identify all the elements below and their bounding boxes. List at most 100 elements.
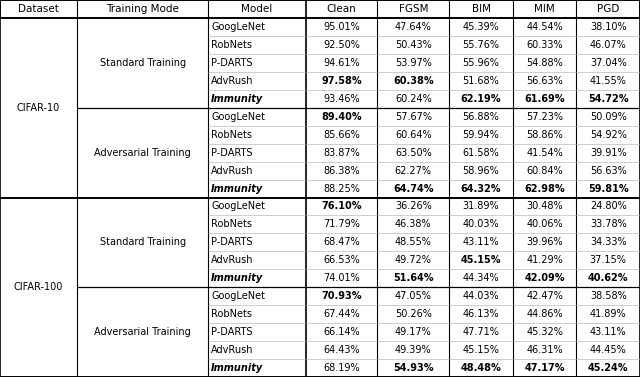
Text: 60.38%: 60.38% bbox=[393, 76, 434, 86]
Text: 40.06%: 40.06% bbox=[526, 219, 563, 230]
Text: AdvRush: AdvRush bbox=[211, 76, 253, 86]
Text: 86.38%: 86.38% bbox=[323, 166, 360, 176]
Text: 41.55%: 41.55% bbox=[590, 76, 627, 86]
Text: 51.64%: 51.64% bbox=[393, 273, 433, 283]
Text: 97.58%: 97.58% bbox=[321, 76, 362, 86]
Text: 54.93%: 54.93% bbox=[393, 363, 433, 373]
Text: RobNets: RobNets bbox=[211, 40, 252, 50]
Text: CIFAR-10: CIFAR-10 bbox=[17, 103, 60, 113]
Text: 50.43%: 50.43% bbox=[395, 40, 432, 50]
Text: 39.91%: 39.91% bbox=[590, 148, 627, 158]
Text: 58.96%: 58.96% bbox=[463, 166, 499, 176]
Text: FGSM: FGSM bbox=[399, 4, 428, 14]
Text: P-DARTS: P-DARTS bbox=[211, 327, 253, 337]
Text: 61.58%: 61.58% bbox=[463, 148, 499, 158]
Text: 49.17%: 49.17% bbox=[395, 327, 432, 337]
Text: 60.24%: 60.24% bbox=[395, 94, 432, 104]
Text: 62.27%: 62.27% bbox=[395, 166, 432, 176]
Text: RobNets: RobNets bbox=[211, 219, 252, 230]
Text: 63.50%: 63.50% bbox=[395, 148, 432, 158]
Text: 30.48%: 30.48% bbox=[526, 201, 563, 211]
Text: CIFAR-100: CIFAR-100 bbox=[14, 282, 63, 292]
Text: 48.55%: 48.55% bbox=[395, 238, 432, 247]
Text: 66.53%: 66.53% bbox=[323, 255, 360, 265]
Text: 37.15%: 37.15% bbox=[590, 255, 627, 265]
Text: 64.43%: 64.43% bbox=[323, 345, 360, 355]
Text: 95.01%: 95.01% bbox=[323, 22, 360, 32]
Text: 38.58%: 38.58% bbox=[590, 291, 627, 301]
Text: 88.25%: 88.25% bbox=[323, 184, 360, 193]
Text: 38.10%: 38.10% bbox=[590, 22, 627, 32]
Text: GoogLeNet: GoogLeNet bbox=[211, 112, 265, 122]
Text: 40.62%: 40.62% bbox=[588, 273, 628, 283]
Text: 45.15%: 45.15% bbox=[463, 345, 499, 355]
Text: GoogLeNet: GoogLeNet bbox=[211, 22, 265, 32]
Text: Standard Training: Standard Training bbox=[99, 238, 186, 247]
Text: 44.03%: 44.03% bbox=[463, 291, 499, 301]
Text: 24.80%: 24.80% bbox=[590, 201, 627, 211]
Text: 49.39%: 49.39% bbox=[395, 345, 431, 355]
Text: 54.72%: 54.72% bbox=[588, 94, 628, 104]
Text: 54.88%: 54.88% bbox=[526, 58, 563, 68]
Text: 44.86%: 44.86% bbox=[526, 309, 563, 319]
Text: 34.33%: 34.33% bbox=[590, 238, 627, 247]
Text: 50.09%: 50.09% bbox=[590, 112, 627, 122]
Text: P-DARTS: P-DARTS bbox=[211, 58, 253, 68]
Text: Standard Training: Standard Training bbox=[99, 58, 186, 68]
Text: PGD: PGD bbox=[597, 4, 620, 14]
Text: 43.11%: 43.11% bbox=[590, 327, 627, 337]
Text: 47.17%: 47.17% bbox=[524, 363, 565, 373]
Text: 83.87%: 83.87% bbox=[323, 148, 360, 158]
Text: 57.23%: 57.23% bbox=[526, 112, 563, 122]
Text: AdvRush: AdvRush bbox=[211, 345, 253, 355]
Text: 49.72%: 49.72% bbox=[395, 255, 432, 265]
Text: Immunity: Immunity bbox=[211, 184, 264, 193]
Text: 47.71%: 47.71% bbox=[463, 327, 499, 337]
Text: 33.78%: 33.78% bbox=[590, 219, 627, 230]
Text: 62.19%: 62.19% bbox=[461, 94, 501, 104]
Text: 70.93%: 70.93% bbox=[321, 291, 362, 301]
Text: 56.63%: 56.63% bbox=[526, 76, 563, 86]
Text: 61.69%: 61.69% bbox=[524, 94, 565, 104]
Text: Adversarial Training: Adversarial Training bbox=[94, 148, 191, 158]
Text: 68.19%: 68.19% bbox=[323, 363, 360, 373]
Text: 64.74%: 64.74% bbox=[393, 184, 433, 193]
Text: 36.26%: 36.26% bbox=[395, 201, 432, 211]
Text: 47.05%: 47.05% bbox=[395, 291, 432, 301]
Text: 46.38%: 46.38% bbox=[395, 219, 431, 230]
Text: 92.50%: 92.50% bbox=[323, 40, 360, 50]
Text: 56.63%: 56.63% bbox=[590, 166, 627, 176]
Text: 55.96%: 55.96% bbox=[463, 58, 499, 68]
Text: 42.09%: 42.09% bbox=[524, 273, 565, 283]
Text: 67.44%: 67.44% bbox=[323, 309, 360, 319]
Text: 60.33%: 60.33% bbox=[526, 40, 563, 50]
Text: Clean: Clean bbox=[326, 4, 356, 14]
Text: 42.47%: 42.47% bbox=[526, 291, 563, 301]
Text: 48.48%: 48.48% bbox=[461, 363, 501, 373]
Text: 44.45%: 44.45% bbox=[590, 345, 627, 355]
Text: 41.89%: 41.89% bbox=[590, 309, 627, 319]
Text: 54.92%: 54.92% bbox=[590, 130, 627, 139]
Text: Immunity: Immunity bbox=[211, 273, 264, 283]
Text: 59.94%: 59.94% bbox=[463, 130, 499, 139]
Text: Model: Model bbox=[241, 4, 273, 14]
Text: 39.96%: 39.96% bbox=[526, 238, 563, 247]
Text: 57.67%: 57.67% bbox=[395, 112, 432, 122]
Text: Dataset: Dataset bbox=[18, 4, 59, 14]
Text: P-DARTS: P-DARTS bbox=[211, 238, 253, 247]
Text: RobNets: RobNets bbox=[211, 130, 252, 139]
Text: RobNets: RobNets bbox=[211, 309, 252, 319]
Text: 74.01%: 74.01% bbox=[323, 273, 360, 283]
Text: 55.76%: 55.76% bbox=[463, 40, 500, 50]
Text: 41.54%: 41.54% bbox=[526, 148, 563, 158]
Text: 66.14%: 66.14% bbox=[323, 327, 360, 337]
Text: Immunity: Immunity bbox=[211, 363, 264, 373]
Text: Training Mode: Training Mode bbox=[106, 4, 179, 14]
Text: 51.68%: 51.68% bbox=[463, 76, 499, 86]
Text: 60.84%: 60.84% bbox=[526, 166, 563, 176]
Text: MIM: MIM bbox=[534, 4, 555, 14]
Text: 50.26%: 50.26% bbox=[395, 309, 432, 319]
Text: 62.98%: 62.98% bbox=[524, 184, 565, 193]
Text: 71.79%: 71.79% bbox=[323, 219, 360, 230]
Text: 37.04%: 37.04% bbox=[590, 58, 627, 68]
